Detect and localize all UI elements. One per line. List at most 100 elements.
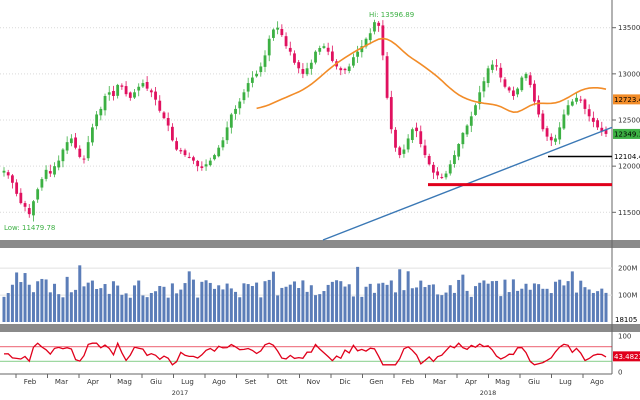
candle-body: [170, 126, 174, 141]
volume-bar: [402, 290, 406, 322]
volume-bar: [482, 280, 486, 322]
candle-body: [398, 147, 402, 156]
volume-bar: [196, 297, 200, 322]
volume-bar: [242, 283, 246, 322]
volume-bar: [372, 292, 376, 322]
candle-body: [554, 138, 557, 142]
volume-bar: [330, 281, 334, 322]
volume-bar: [149, 293, 153, 322]
volume-bar: [53, 283, 57, 322]
candle-body: [196, 160, 200, 167]
x-tick-label: Mag: [495, 378, 510, 386]
volume-bar: [364, 286, 368, 322]
volume-bar: [166, 297, 170, 322]
candle-body: [276, 27, 280, 30]
volume-bar: [473, 286, 477, 322]
x-tick-label: Lug: [181, 378, 194, 386]
candle-body: [579, 99, 583, 101]
candle-body: [238, 101, 242, 109]
candle-body: [128, 92, 132, 98]
x-tick-label: Set: [245, 378, 257, 386]
volume-bar: [212, 288, 216, 322]
volume-bar: [575, 292, 579, 322]
volume-bar: [107, 293, 111, 322]
candle-body: [436, 171, 440, 176]
x-tick-label: Ago: [590, 378, 604, 386]
candle-body: [570, 101, 574, 106]
volume-bar: [545, 288, 549, 322]
volume-bar: [347, 284, 351, 322]
candle-body: [495, 65, 498, 67]
volume-bar: [65, 276, 69, 322]
candle-body: [61, 149, 65, 162]
candle-body: [478, 92, 482, 104]
volume-bar: [10, 284, 14, 322]
volume-bar: [499, 296, 503, 322]
volume-bar: [103, 284, 107, 322]
candle-body: [465, 125, 469, 135]
volume-bar: [179, 289, 183, 322]
candle-body: [511, 90, 515, 96]
volume-bar: [394, 292, 398, 322]
volume-bar: [15, 272, 19, 322]
candle-body: [364, 38, 368, 47]
volume-bar: [141, 295, 145, 322]
candle-body: [213, 155, 216, 160]
rsi-line: [3, 341, 607, 366]
volume-bar: [170, 283, 174, 322]
candle-body: [192, 157, 195, 161]
volume-bar: [596, 291, 600, 322]
candle-body: [145, 81, 149, 89]
candle-body: [427, 156, 431, 165]
candle-body: [545, 128, 549, 137]
volume-bar: [124, 293, 128, 322]
rsi-last-box: [613, 351, 640, 362]
candle-body: [288, 47, 292, 52]
x-tick-label: Mag: [117, 378, 132, 386]
volume-bar: [204, 280, 208, 322]
candle-body: [259, 66, 263, 73]
volume-bar: [297, 288, 301, 322]
candle-body: [385, 56, 389, 98]
volume-last-label: 18105: [615, 316, 637, 324]
support-value-label-box: [613, 151, 640, 162]
candle-body: [575, 97, 578, 102]
volume-bar: [591, 292, 595, 322]
candle-body: [234, 108, 237, 114]
volume-bar: [27, 284, 31, 322]
candle-body: [389, 97, 393, 130]
volume-bar: [284, 286, 288, 322]
candle-body: [15, 182, 19, 194]
candle-body: [27, 208, 31, 215]
candle-body: [263, 55, 267, 67]
volume-bar: [44, 279, 48, 322]
x-tick-label: Apr: [465, 378, 477, 386]
volume-bar: [507, 292, 511, 322]
x-tick-label: Feb: [402, 378, 415, 386]
volume-bar: [238, 297, 242, 322]
volume-bar: [600, 288, 604, 322]
candle-body: [297, 62, 301, 69]
volume-bar: [145, 297, 149, 322]
volume-bar: [478, 282, 482, 322]
volume-bar: [516, 290, 520, 322]
volume-bar: [74, 289, 78, 322]
candle-body: [187, 156, 191, 158]
volume-bar: [200, 281, 204, 322]
candle-body: [217, 147, 221, 157]
volume-bar: [90, 280, 94, 322]
candle-body: [419, 131, 423, 144]
candle-body: [107, 92, 111, 95]
x-tick-label: Giu: [528, 378, 540, 386]
candle-body: [339, 68, 343, 71]
volume-bar: [469, 296, 473, 322]
volume-bar: [486, 283, 490, 322]
volume-bar: [503, 279, 507, 322]
candle-body: [2, 170, 6, 173]
volume-bar: [465, 290, 469, 322]
volume-bar: [225, 283, 229, 322]
close-value-label: 12349.16: [614, 130, 640, 138]
volume-bar: [351, 296, 355, 322]
volume-bar: [6, 293, 10, 322]
